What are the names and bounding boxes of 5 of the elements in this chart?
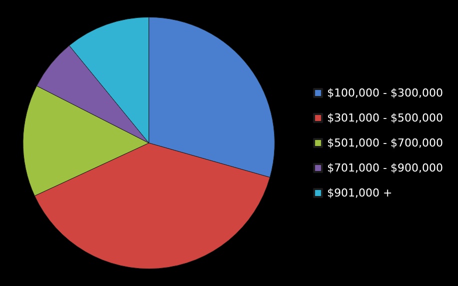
legend-label: $501,000 - $700,000 [327, 136, 443, 150]
legend-label: $701,000 - $900,000 [327, 162, 443, 174]
legend-label: $301,000 - $500,000 [327, 112, 443, 124]
legend-label: $100,000 - $300,000 [327, 86, 443, 100]
legend-label: $901,000 + [327, 186, 392, 200]
